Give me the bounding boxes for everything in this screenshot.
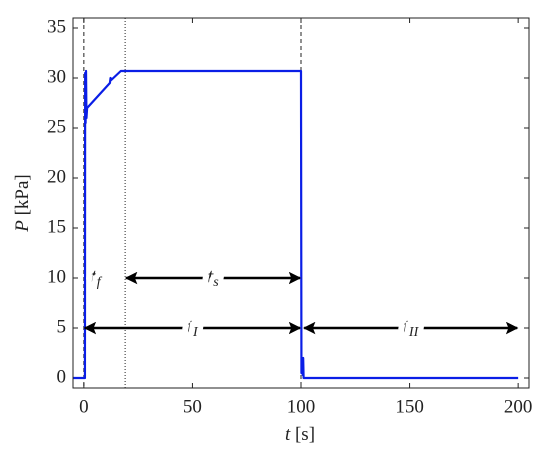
x-tick-label: 100 <box>287 396 316 417</box>
x-tick-label: 0 <box>79 396 89 417</box>
annotation-label: tII <box>403 314 420 340</box>
y-tick-label: 20 <box>47 166 66 187</box>
y-tick-label: 15 <box>47 216 66 237</box>
annotation-sub: s <box>213 275 219 290</box>
y-label-unit: [kPa] <box>12 174 33 220</box>
x-label-unit: [s] <box>290 424 315 445</box>
x-axis-label: t [s] <box>285 424 315 445</box>
annotation-label: tI <box>187 314 199 340</box>
y-tick-label: 0 <box>57 366 67 387</box>
annotation-sub: II <box>408 325 420 340</box>
x-tick-label: 150 <box>395 396 424 417</box>
data-line <box>73 69 519 380</box>
x-tick-label: 200 <box>504 396 533 417</box>
plot-frame <box>72 17 530 389</box>
annotation-sub: f <box>97 275 103 290</box>
y-tick-label: 5 <box>57 316 67 337</box>
y-tick-label: 30 <box>47 66 66 87</box>
y-label-var: P <box>12 220 33 233</box>
x-tick-label: 50 <box>183 396 202 417</box>
x-label-var: t <box>285 424 291 445</box>
annotation-label: tf <box>91 264 103 290</box>
y-tick-label: 25 <box>47 116 66 137</box>
y-tick-label: 10 <box>47 266 66 287</box>
y-tick-label: 35 <box>47 16 66 37</box>
y-axis-label: P [kPa] <box>12 174 33 233</box>
annotation-label: ts <box>207 264 219 290</box>
